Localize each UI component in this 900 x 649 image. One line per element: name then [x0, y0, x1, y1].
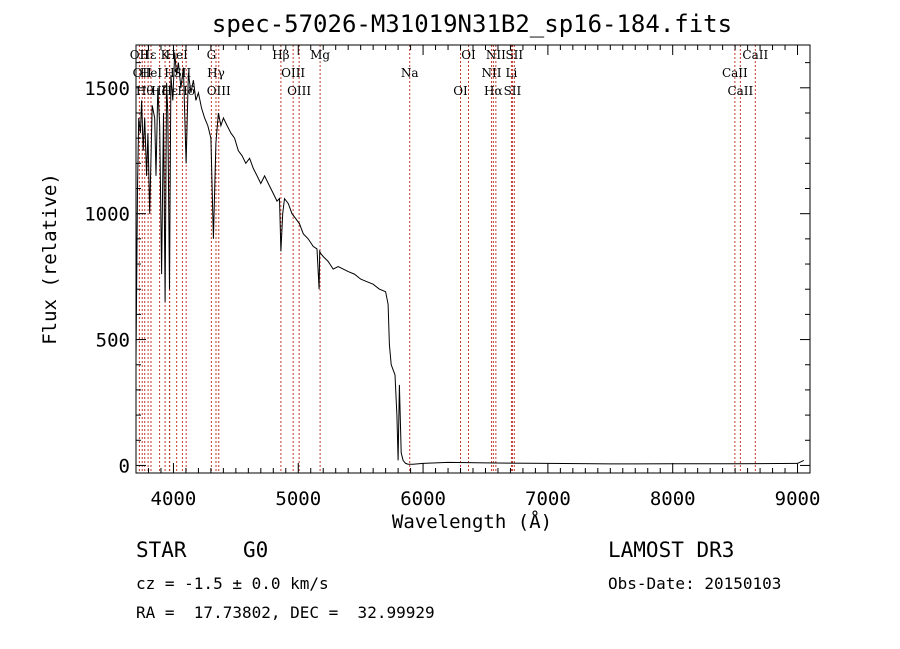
- line-label-caii: CaII: [722, 66, 748, 80]
- line-label-hε: Hε: [161, 84, 178, 98]
- line-label-li: Li: [506, 66, 518, 80]
- line-label-hγ: Hγ: [207, 66, 225, 80]
- line-label-oi: OI: [453, 84, 468, 98]
- x-axis-ticks: 4000 5000 6000 7000 8000 9000: [135, 45, 821, 510]
- line-label-caii: CaII: [727, 84, 753, 98]
- spectrum-series-line: [135, 52, 805, 465]
- line-label-hα: Hα: [484, 84, 503, 98]
- line-label-oiii: OIII: [287, 84, 311, 98]
- x-tick-label: 7000: [525, 488, 571, 510]
- line-label-hβ: Hβ: [272, 48, 289, 62]
- sky-coordinates: RA = 17.73802, DEC = 32.99929: [136, 603, 435, 622]
- survey-name: LAMOST DR3: [608, 538, 735, 562]
- y-axis-ticks: 0 500 1000 1500: [84, 62, 810, 477]
- x-tick-label: 8000: [650, 488, 696, 510]
- x-axis-label: Wavelength (Å): [392, 510, 552, 533]
- y-tick-label: 0: [119, 455, 130, 477]
- line-label-g: G: [207, 48, 217, 62]
- x-tick-label: 6000: [400, 488, 446, 510]
- object-subclass: G0: [243, 538, 269, 562]
- line-label-mg: Mg: [310, 48, 330, 62]
- redshift-velocity: cz = -1.5 ± 0.0 km/s: [136, 574, 329, 593]
- y-tick-label: 500: [96, 330, 130, 352]
- line-label-sii: SII: [505, 48, 523, 62]
- y-axis-label: Flux (relative): [39, 173, 61, 345]
- object-class: STAR: [136, 538, 187, 562]
- y-tick-label: 1500: [84, 78, 130, 100]
- observation-date: Obs-Date: 20150103: [608, 574, 782, 593]
- x-tick-label: 4000: [151, 488, 197, 510]
- line-label-oii: OII: [133, 66, 153, 80]
- y-tick-label: 1000: [84, 204, 130, 226]
- x-tick-label: 5000: [275, 488, 321, 510]
- emission-line-labels: OIIOIIHθHεHeIHζKHHεHeISIIHδGHγOIIIHβOIII…: [130, 48, 769, 98]
- line-label-oiii: OIII: [281, 66, 305, 80]
- line-label-k: K: [161, 48, 171, 62]
- line-label-nii: NII: [481, 66, 501, 80]
- line-label-na: Na: [401, 66, 419, 80]
- line-label-oiii: OIII: [207, 84, 231, 98]
- line-label-caii: CaII: [742, 48, 768, 62]
- plot-frame: [135, 44, 811, 474]
- x-tick-label: 9000: [775, 488, 821, 510]
- line-label-hei: HeI: [166, 48, 189, 62]
- chart-title: spec-57026-M31019N31B2_sp16-184.fits: [212, 10, 732, 38]
- line-label-oii: OII: [130, 48, 150, 62]
- line-label-hζ: Hζ: [151, 84, 168, 98]
- line-label-hei: HeI: [140, 66, 163, 80]
- line-label-hε: Hε: [140, 48, 157, 62]
- spectrum-chart: spec-57026-M31019N31B2_sp16-184.fits OII…: [39, 10, 821, 533]
- line-label-oi: OI: [461, 48, 476, 62]
- emission-line-markers: [138, 45, 756, 473]
- line-label-nii: NII: [486, 48, 506, 62]
- line-label-h: H: [164, 66, 174, 80]
- line-label-sii: SII: [504, 84, 522, 98]
